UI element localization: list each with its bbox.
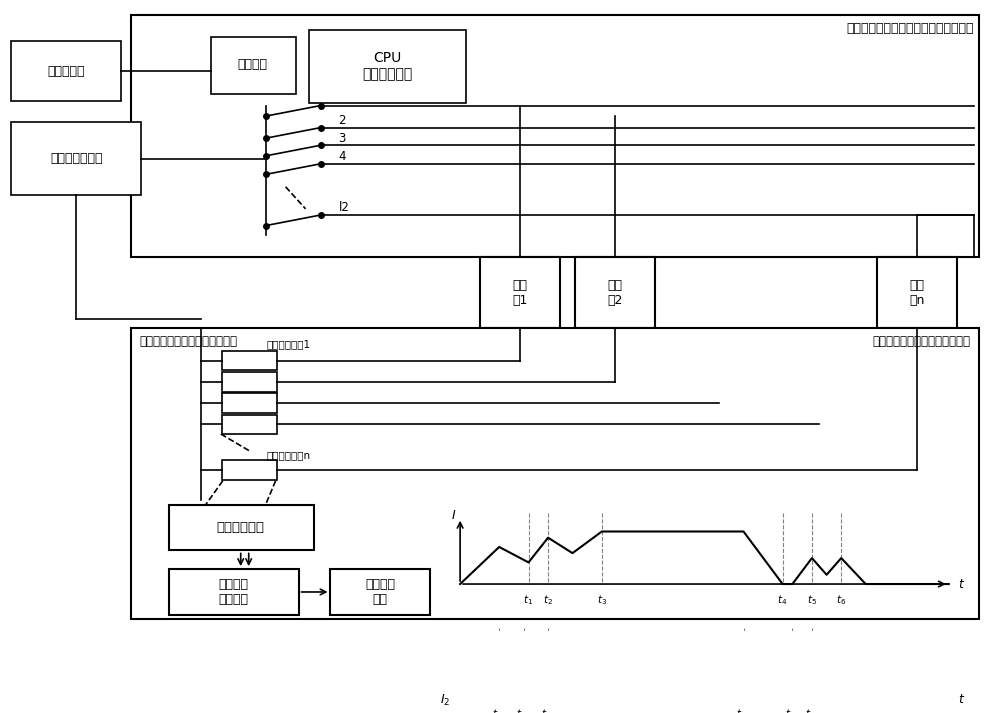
Text: $t_2$: $t_2$ bbox=[543, 593, 553, 607]
Text: 电磁
阀1: 电磁 阀1 bbox=[512, 279, 528, 307]
Bar bbox=[222, 394, 277, 413]
Text: 信号调理单元: 信号调理单元 bbox=[217, 521, 265, 534]
Bar bbox=[222, 414, 277, 434]
Bar bbox=[222, 461, 277, 480]
Bar bbox=[330, 569, 430, 615]
Bar bbox=[480, 257, 560, 328]
Text: $t_6$: $t_6$ bbox=[836, 593, 846, 607]
Text: $t_{26}$: $t_{26}$ bbox=[805, 707, 819, 713]
Text: I: I bbox=[451, 508, 455, 522]
Text: t: t bbox=[958, 693, 963, 706]
Bar bbox=[169, 505, 314, 550]
Text: 发动机指令与控制匹配性测试仪: 发动机指令与控制匹配性测试仪 bbox=[873, 335, 971, 348]
Bar bbox=[877, 257, 957, 328]
Text: 电磁
阀n: 电磁 阀n bbox=[909, 279, 925, 307]
Bar bbox=[222, 372, 277, 391]
Text: l2: l2 bbox=[338, 202, 349, 215]
Text: $t_1$: $t_1$ bbox=[523, 593, 534, 607]
Text: 测控计算机: 测控计算机 bbox=[47, 65, 85, 78]
Bar bbox=[11, 123, 141, 195]
Bar bbox=[575, 257, 655, 328]
Text: $t_{24}$: $t_{24}$ bbox=[736, 707, 751, 713]
Text: 2: 2 bbox=[338, 114, 346, 127]
Bar bbox=[211, 36, 296, 94]
Text: $I_2$: $I_2$ bbox=[440, 693, 450, 708]
Bar bbox=[11, 41, 121, 101]
Text: CPU
时序控制中心: CPU 时序控制中心 bbox=[362, 51, 412, 81]
Text: $t_3$: $t_3$ bbox=[597, 593, 607, 607]
Text: 电磁
阀2: 电磁 阀2 bbox=[607, 279, 622, 307]
Text: 电流采样电阻n: 电流采样电阻n bbox=[267, 450, 311, 460]
Text: t: t bbox=[958, 578, 963, 591]
Bar bbox=[169, 569, 299, 615]
Text: $t_4$: $t_4$ bbox=[777, 593, 788, 607]
Bar bbox=[131, 15, 979, 257]
Text: 高速数据
采集单元: 高速数据 采集单元 bbox=[219, 578, 249, 606]
Text: $t_5$: $t_5$ bbox=[807, 593, 817, 607]
Bar bbox=[222, 351, 277, 370]
Text: 数据分析
单元: 数据分析 单元 bbox=[365, 578, 395, 606]
Text: $t_{21}$: $t_{21}$ bbox=[492, 707, 507, 713]
Text: 电流采样电阻1: 电流采样电阻1 bbox=[267, 339, 311, 349]
Bar bbox=[309, 30, 466, 103]
Text: 4: 4 bbox=[338, 150, 346, 163]
Text: 大功率直流电源: 大功率直流电源 bbox=[50, 152, 102, 165]
Text: 发动机指令与控制匹配性测试仪校准器: 发动机指令与控制匹配性测试仪校准器 bbox=[846, 21, 974, 35]
Text: 发动机指令与控制匹配性测试仪: 发动机指令与控制匹配性测试仪 bbox=[139, 335, 237, 348]
Text: $t_{23}$: $t_{23}$ bbox=[541, 707, 555, 713]
Text: $t_{22}$: $t_{22}$ bbox=[516, 707, 531, 713]
Bar bbox=[131, 328, 979, 620]
Text: 3: 3 bbox=[338, 132, 346, 145]
Text: $t_{25}$: $t_{25}$ bbox=[785, 707, 800, 713]
Text: 通信接口: 通信接口 bbox=[238, 58, 268, 71]
